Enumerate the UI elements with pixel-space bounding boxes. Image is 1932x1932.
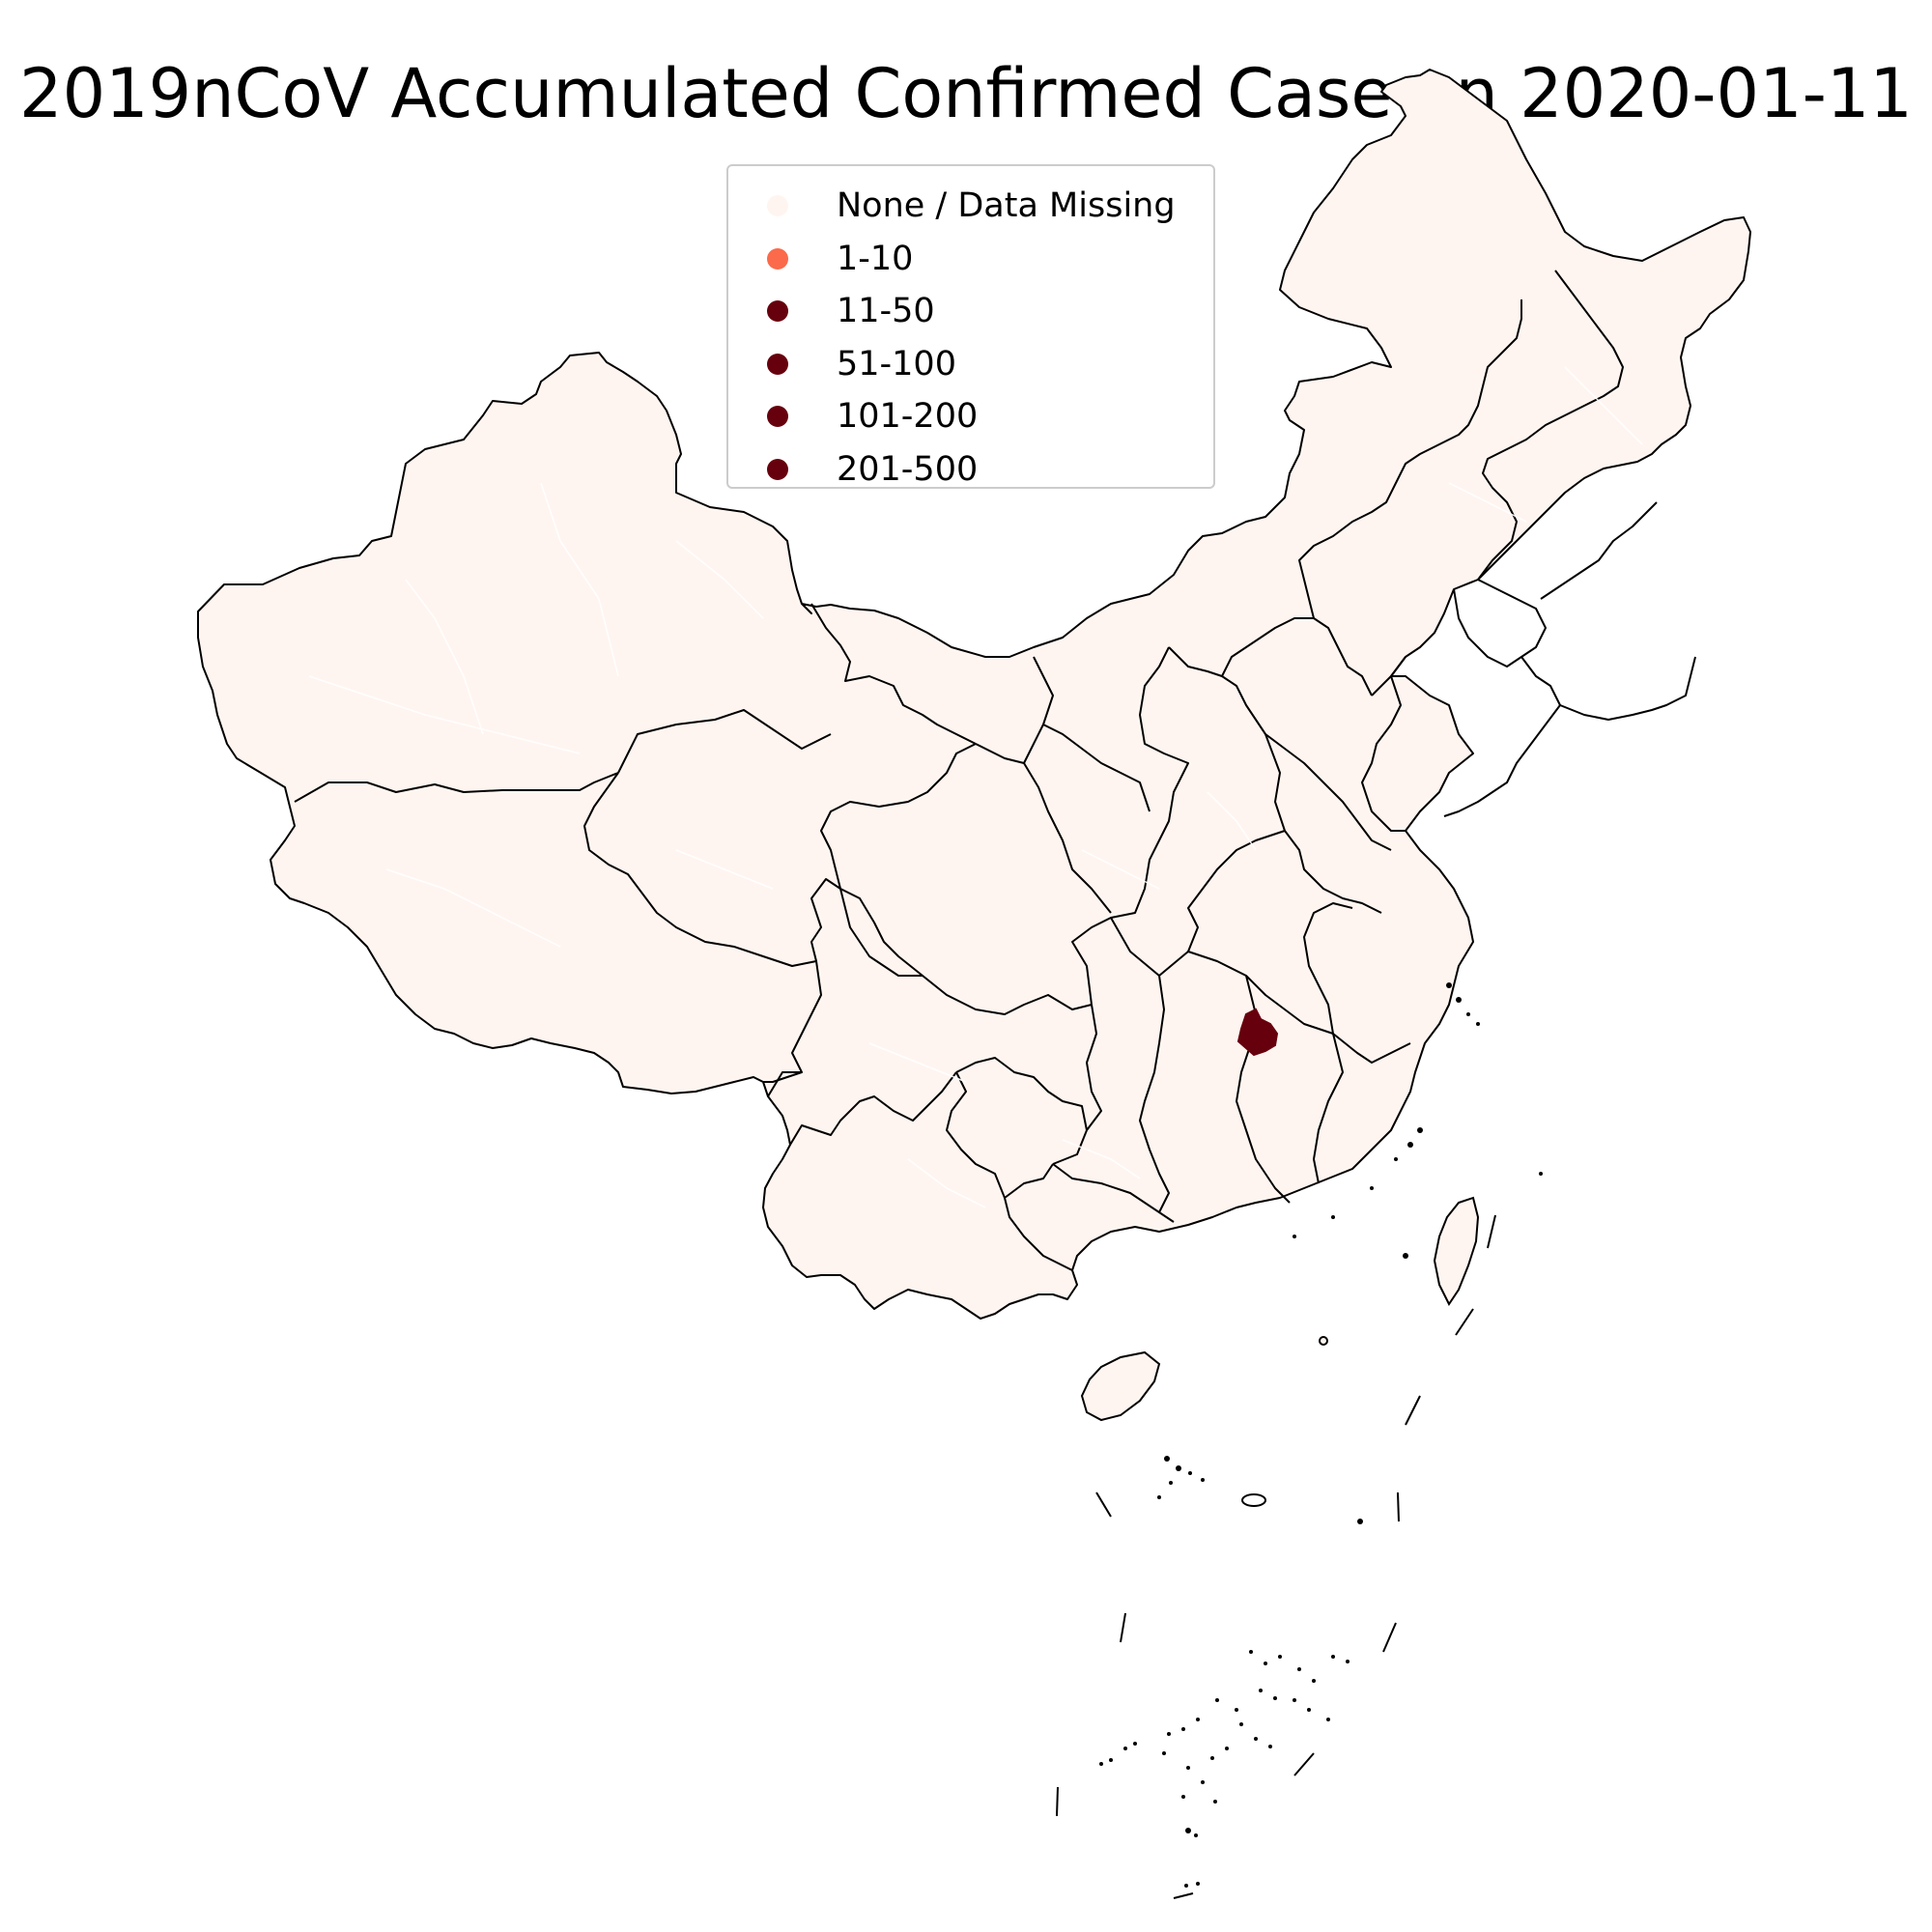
legend-label: 101-200 [837, 397, 979, 437]
legend-label: 1-10 [837, 239, 914, 278]
legend-swatch-icon [767, 458, 788, 480]
legend-label: 11-50 [837, 292, 935, 331]
legend-item: 101-200 [728, 390, 1213, 443]
legend-swatch-icon [767, 353, 788, 375]
legend-swatch-icon [767, 247, 788, 270]
mainland-china [197, 69, 1751, 1320]
legend-item: 201-500 [728, 443, 1213, 497]
legend: None / Data Missing 1-10 11-50 51-100 10… [726, 164, 1215, 489]
legend-swatch-icon [767, 300, 788, 323]
city-borders [308, 366, 1643, 1208]
legend-label: 201-500 [837, 449, 979, 489]
legend-label: None / Data Missing [837, 186, 1176, 226]
legend-item: 1-10 [728, 233, 1213, 286]
legend-swatch-icon [767, 406, 788, 428]
south-sea-islands [1099, 1456, 1363, 1888]
map-title: 2019nCoV Accumulated Confirmed Case on 2… [19, 54, 1913, 133]
wuhan-region [1236, 1008, 1279, 1057]
legend-item: None / Data Missing [728, 180, 1213, 233]
hainan-island [1080, 1350, 1161, 1422]
legend-label: 51-100 [837, 344, 956, 384]
nine-dash-line [1056, 1214, 1496, 1899]
legend-swatch-icon [767, 195, 788, 217]
legend-item: 51-100 [728, 338, 1213, 391]
coastal-islands [1293, 982, 1543, 1346]
legend-item: 11-50 [728, 285, 1213, 338]
taiwan-island [1433, 1196, 1480, 1306]
